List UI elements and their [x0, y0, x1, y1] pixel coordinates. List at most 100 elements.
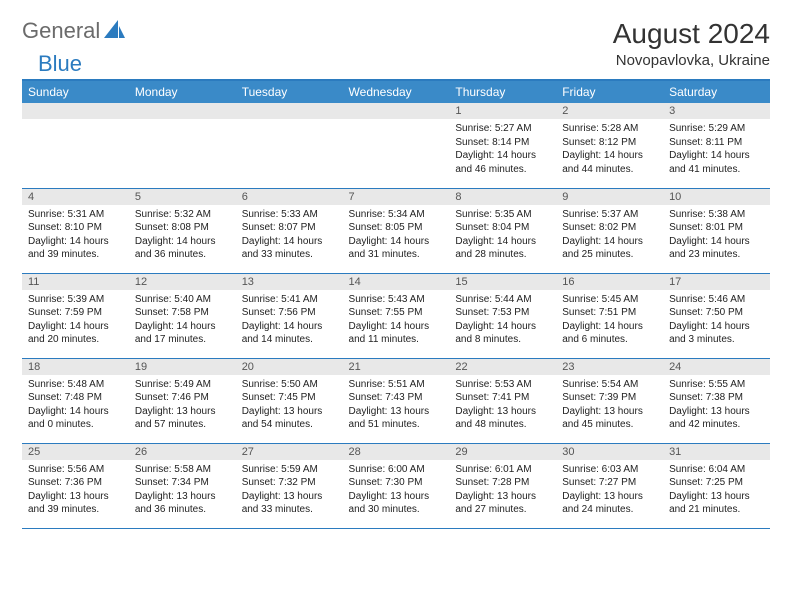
day-number: 5: [129, 189, 236, 205]
detail-line: Sunset: 7:30 PM: [349, 476, 444, 490]
day-cell: 21Sunrise: 5:51 AMSunset: 7:43 PMDayligh…: [343, 358, 450, 443]
detail-line: Sunrise: 6:03 AM: [562, 463, 657, 477]
detail-line: Daylight: 13 hours: [455, 490, 550, 504]
detail-line: Daylight: 14 hours: [562, 235, 657, 249]
detail-line: and 17 minutes.: [135, 333, 230, 347]
month-title: August 2024: [613, 18, 770, 50]
day-number: 12: [129, 274, 236, 290]
detail-line: and 3 minutes.: [669, 333, 764, 347]
detail-line: Sunrise: 5:50 AM: [242, 378, 337, 392]
header: General August 2024 Novopavlovka, Ukrain…: [22, 18, 770, 69]
day-cell: 15Sunrise: 5:44 AMSunset: 7:53 PMDayligh…: [449, 273, 556, 358]
detail-line: Sunrise: 5:35 AM: [455, 208, 550, 222]
day-cell: 18Sunrise: 5:48 AMSunset: 7:48 PMDayligh…: [22, 358, 129, 443]
detail-line: and 39 minutes.: [28, 503, 123, 517]
day-cell: 31Sunrise: 6:04 AMSunset: 7:25 PMDayligh…: [663, 443, 770, 528]
brand-part2: Blue: [38, 51, 82, 77]
day-number: 3: [663, 103, 770, 119]
detail-line: and 14 minutes.: [242, 333, 337, 347]
day-number: 8: [449, 189, 556, 205]
detail-line: and 25 minutes.: [562, 248, 657, 262]
detail-line: Sunrise: 5:33 AM: [242, 208, 337, 222]
day-cell: 3Sunrise: 5:29 AMSunset: 8:11 PMDaylight…: [663, 103, 770, 188]
detail-line: Daylight: 13 hours: [669, 405, 764, 419]
detail-line: Daylight: 14 hours: [669, 149, 764, 163]
day-details: Sunrise: 5:45 AMSunset: 7:51 PMDaylight:…: [556, 290, 663, 350]
day-number: 17: [663, 274, 770, 290]
day-number: 18: [22, 359, 129, 375]
detail-line: Sunset: 7:36 PM: [28, 476, 123, 490]
detail-line: Daylight: 13 hours: [562, 405, 657, 419]
day-cell: 20Sunrise: 5:50 AMSunset: 7:45 PMDayligh…: [236, 358, 343, 443]
day-details: Sunrise: 5:53 AMSunset: 7:41 PMDaylight:…: [449, 375, 556, 435]
detail-line: and 42 minutes.: [669, 418, 764, 432]
detail-line: Sunset: 7:41 PM: [455, 391, 550, 405]
day-details: Sunrise: 6:03 AMSunset: 7:27 PMDaylight:…: [556, 460, 663, 520]
detail-line: and 33 minutes.: [242, 248, 337, 262]
detail-line: Sunset: 7:55 PM: [349, 306, 444, 320]
day-details: Sunrise: 5:38 AMSunset: 8:01 PMDaylight:…: [663, 205, 770, 265]
title-block: August 2024 Novopavlovka, Ukraine: [613, 18, 770, 69]
dayhead-thu: Thursday: [449, 80, 556, 103]
detail-line: Sunset: 8:01 PM: [669, 221, 764, 235]
week-row: 25Sunrise: 5:56 AMSunset: 7:36 PMDayligh…: [22, 443, 770, 528]
detail-line: Daylight: 14 hours: [28, 405, 123, 419]
day-cell: 30Sunrise: 6:03 AMSunset: 7:27 PMDayligh…: [556, 443, 663, 528]
day-details: Sunrise: 5:54 AMSunset: 7:39 PMDaylight:…: [556, 375, 663, 435]
day-details: Sunrise: 5:37 AMSunset: 8:02 PMDaylight:…: [556, 205, 663, 265]
detail-line: Daylight: 14 hours: [349, 320, 444, 334]
detail-line: Sunrise: 6:01 AM: [455, 463, 550, 477]
day-number: 7: [343, 189, 450, 205]
detail-line: and 54 minutes.: [242, 418, 337, 432]
day-number: 25: [22, 444, 129, 460]
detail-line: Daylight: 14 hours: [242, 320, 337, 334]
day-cell: 10Sunrise: 5:38 AMSunset: 8:01 PMDayligh…: [663, 188, 770, 273]
detail-line: Sunrise: 5:43 AM: [349, 293, 444, 307]
detail-line: Daylight: 14 hours: [455, 149, 550, 163]
detail-line: Sunrise: 5:49 AM: [135, 378, 230, 392]
day-details: Sunrise: 5:56 AMSunset: 7:36 PMDaylight:…: [22, 460, 129, 520]
detail-line: Sunset: 7:45 PM: [242, 391, 337, 405]
day-details: Sunrise: 5:55 AMSunset: 7:38 PMDaylight:…: [663, 375, 770, 435]
day-number: 2: [556, 103, 663, 119]
detail-line: Daylight: 13 hours: [455, 405, 550, 419]
detail-line: Daylight: 14 hours: [242, 235, 337, 249]
day-details: Sunrise: 5:51 AMSunset: 7:43 PMDaylight:…: [343, 375, 450, 435]
day-details: Sunrise: 5:59 AMSunset: 7:32 PMDaylight:…: [236, 460, 343, 520]
detail-line: Sunset: 8:04 PM: [455, 221, 550, 235]
detail-line: Daylight: 14 hours: [28, 320, 123, 334]
day-number: [22, 103, 129, 119]
week-row: 18Sunrise: 5:48 AMSunset: 7:48 PMDayligh…: [22, 358, 770, 443]
detail-line: Sunrise: 5:55 AM: [669, 378, 764, 392]
day-cell: 1Sunrise: 5:27 AMSunset: 8:14 PMDaylight…: [449, 103, 556, 188]
detail-line: Sunrise: 5:46 AM: [669, 293, 764, 307]
day-number: 9: [556, 189, 663, 205]
detail-line: and 45 minutes.: [562, 418, 657, 432]
day-cell: 17Sunrise: 5:46 AMSunset: 7:50 PMDayligh…: [663, 273, 770, 358]
detail-line: Sunset: 8:11 PM: [669, 136, 764, 150]
detail-line: Sunrise: 5:34 AM: [349, 208, 444, 222]
detail-line: Sunset: 7:43 PM: [349, 391, 444, 405]
day-details: Sunrise: 5:48 AMSunset: 7:48 PMDaylight:…: [22, 375, 129, 435]
day-number: 22: [449, 359, 556, 375]
day-number: 27: [236, 444, 343, 460]
week-row: 11Sunrise: 5:39 AMSunset: 7:59 PMDayligh…: [22, 273, 770, 358]
detail-line: Sunset: 8:14 PM: [455, 136, 550, 150]
detail-line: Daylight: 14 hours: [28, 235, 123, 249]
day-header-row: Sunday Monday Tuesday Wednesday Thursday…: [22, 80, 770, 103]
detail-line: Daylight: 13 hours: [242, 405, 337, 419]
day-cell: 7Sunrise: 5:34 AMSunset: 8:05 PMDaylight…: [343, 188, 450, 273]
detail-line: Sunset: 7:58 PM: [135, 306, 230, 320]
detail-line: Sunrise: 5:37 AM: [562, 208, 657, 222]
calendar-page: General August 2024 Novopavlovka, Ukrain…: [0, 0, 792, 547]
day-number: 19: [129, 359, 236, 375]
detail-line: Daylight: 13 hours: [669, 490, 764, 504]
calendar-table: Sunday Monday Tuesday Wednesday Thursday…: [22, 79, 770, 529]
day-details: Sunrise: 6:00 AMSunset: 7:30 PMDaylight:…: [343, 460, 450, 520]
detail-line: Sunrise: 5:31 AM: [28, 208, 123, 222]
day-details: Sunrise: 5:43 AMSunset: 7:55 PMDaylight:…: [343, 290, 450, 350]
detail-line: and 46 minutes.: [455, 163, 550, 177]
day-cell: 27Sunrise: 5:59 AMSunset: 7:32 PMDayligh…: [236, 443, 343, 528]
day-cell: 4Sunrise: 5:31 AMSunset: 8:10 PMDaylight…: [22, 188, 129, 273]
sail-icon: [104, 20, 126, 45]
